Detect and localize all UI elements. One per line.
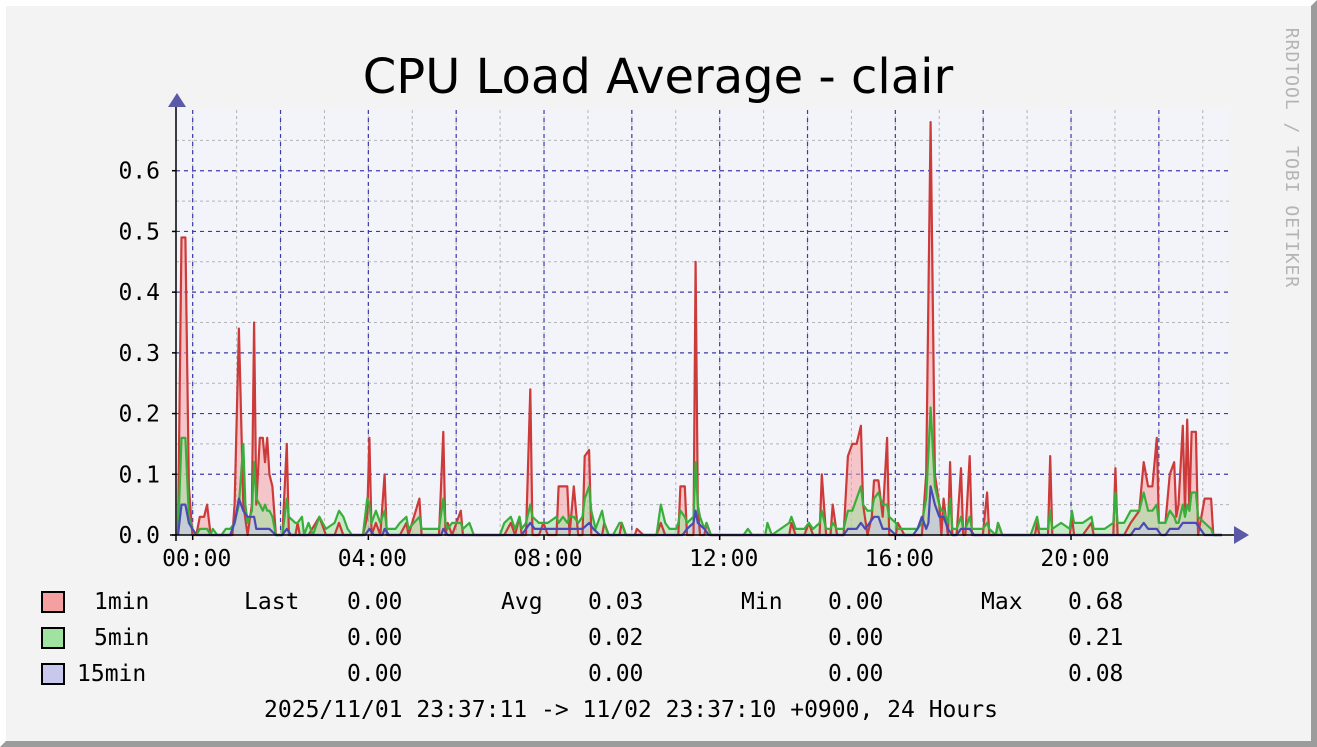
legend-min-15min: 0.00 [828,661,883,687]
x-tick-label: 12:00 [689,546,758,572]
legend-last-15min: 0.00 [347,661,402,687]
legend-max-15min: 0.08 [1068,661,1123,687]
legend: 1min Last 0.00 Avg 0.03 Min 0.00 Max 0.6… [41,589,1123,687]
y-tick-label: 0.3 [118,341,160,367]
y-tick-label: 0.5 [118,219,160,245]
legend-last-5min: 0.00 [347,625,402,651]
y-tick-label: 0.2 [118,402,160,428]
legend-label-15min: 15min [77,661,146,687]
x-tick-label: 08:00 [513,546,582,572]
legend-label-5min: 5min [94,625,149,651]
chart-title: CPU Load Average - clair [363,49,954,105]
legend-avg-1min: 0.03 [588,589,643,615]
legend-row-5min: 5min 0.00 0.02 0.00 0.21 [41,625,1123,651]
y-tick-label: 0.0 [118,523,160,549]
y-tick-label: 0.6 [118,159,160,185]
x-tick-label: 16:00 [865,546,934,572]
legend-max-1min: 0.68 [1068,589,1123,615]
legend-swatch-1min [41,591,65,613]
x-tick-label: 00:00 [162,546,231,572]
legend-min-5min: 0.00 [828,625,883,651]
series-line-5min [176,406,1222,537]
legend-swatch-15min [41,663,65,685]
legend-avg-5min: 0.02 [588,625,643,651]
x-tick-label: 04:00 [338,546,407,572]
legend-row-1min: 1min Last 0.00 Avg 0.03 Min 0.00 Max 0.6… [41,589,1123,615]
legend-avg-label: Avg [501,589,543,615]
y-tick-label: 0.1 [118,462,160,488]
legend-last-1min: 0.00 [347,589,402,615]
legend-swatch-5min [41,627,65,649]
y-tick-label: 0.4 [118,280,160,306]
x-axis-ticks: 00:00 04:00 08:00 12:00 16:00 20:00 [162,535,1110,572]
legend-label-1min: 1min [94,589,149,615]
series-line-15min [176,485,1222,537]
watermark: RRDTOOL / TOBI OETIKER [1281,28,1302,288]
y-axis-arrow [168,93,186,107]
time-range-footer: 2025/11/01 23:37:11 -> 11/02 23:37:10 +0… [264,697,998,723]
legend-avg-15min: 0.00 [588,661,643,687]
x-axis-arrow [1234,526,1249,544]
axes [168,93,1249,544]
legend-last-label: Last [244,589,299,615]
legend-max-5min: 0.21 [1068,625,1123,651]
y-axis-ticks: 0.0 0.1 0.2 0.3 0.4 0.5 0.6 [118,159,176,549]
x-tick-label: 20:00 [1040,546,1109,572]
legend-row-15min: 15min 0.00 0.00 0.00 0.08 [41,661,1123,687]
legend-min-1min: 0.00 [828,589,883,615]
legend-min-label: Min [741,589,783,615]
legend-max-label: Max [981,589,1023,615]
